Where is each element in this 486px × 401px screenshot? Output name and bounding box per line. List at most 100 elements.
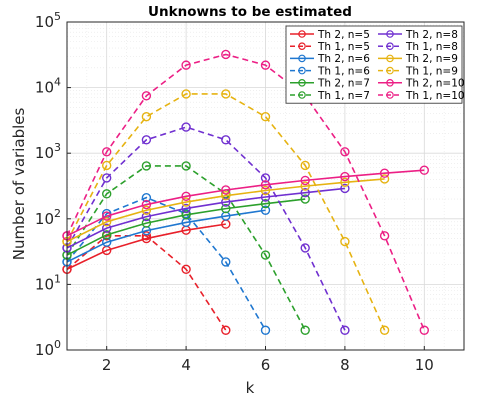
data-point bbox=[379, 231, 390, 241]
data-point bbox=[260, 185, 271, 196]
data-point bbox=[181, 122, 191, 132]
legend-label: Th 1, n=8 bbox=[405, 41, 458, 53]
data-point bbox=[141, 205, 152, 215]
data-point bbox=[300, 181, 310, 191]
data-point bbox=[181, 89, 191, 99]
legend-label: Th 1, n=9 bbox=[405, 65, 458, 77]
data-point bbox=[379, 174, 390, 184]
legend: Th 2, n=5Th 1, n=5Th 2, n=6Th 1, n=6Th 2… bbox=[285, 25, 465, 104]
legend-label: Th 2, n=10 bbox=[405, 78, 465, 90]
legend-swatch-marker bbox=[386, 79, 394, 87]
data-point bbox=[141, 211, 152, 222]
series-line bbox=[66, 53, 426, 331]
y-tick-label: 102 bbox=[35, 207, 61, 228]
data-point bbox=[221, 89, 231, 99]
data-point bbox=[101, 230, 112, 240]
legend-entry: Th 2, n=7 bbox=[290, 78, 370, 90]
legend-label: Th 2, n=8 bbox=[405, 29, 458, 41]
data-point bbox=[141, 192, 152, 203]
legend-entry: Th 1, n=8 bbox=[378, 41, 458, 53]
data-point bbox=[141, 91, 152, 101]
data-point bbox=[221, 257, 231, 267]
legend-box bbox=[285, 25, 463, 104]
legend-entry: Th 1, n=10 bbox=[378, 90, 465, 102]
legend-swatch-marker bbox=[298, 91, 306, 99]
legend-entry: Th 1, n=6 bbox=[290, 65, 370, 77]
series-line bbox=[66, 235, 227, 331]
legend-swatch-marker bbox=[386, 91, 394, 99]
y-tick-label: 100 bbox=[35, 338, 61, 359]
legend-swatch-marker bbox=[386, 66, 394, 75]
x-ticks: 2 4 6 8 10 bbox=[102, 346, 434, 374]
data-point bbox=[181, 210, 191, 220]
data-point bbox=[260, 325, 271, 335]
legend-entry: Th 2, n=8 bbox=[378, 29, 458, 41]
legend-label: Th 1, n=6 bbox=[317, 65, 370, 77]
legend-swatch-marker bbox=[298, 54, 306, 63]
data-point bbox=[141, 199, 152, 210]
x-tick-label: 10 bbox=[415, 356, 434, 374]
data-point bbox=[221, 185, 231, 195]
data-point bbox=[101, 147, 112, 157]
data-point bbox=[221, 49, 231, 60]
data-point bbox=[340, 325, 350, 335]
legend-entry: Th 2, n=9 bbox=[378, 53, 458, 65]
y-tick-label: 105 bbox=[35, 10, 61, 31]
data-point bbox=[101, 173, 112, 183]
data-point bbox=[181, 264, 191, 274]
series-layer bbox=[62, 49, 429, 335]
series-10 bbox=[62, 89, 390, 335]
data-point bbox=[141, 112, 152, 122]
data-point bbox=[181, 197, 191, 207]
data-point bbox=[260, 250, 271, 260]
data-point bbox=[141, 218, 152, 228]
data-point bbox=[300, 243, 310, 253]
series-line bbox=[66, 209, 266, 263]
x-tick-label: 6 bbox=[261, 356, 271, 374]
data-point bbox=[221, 190, 231, 201]
series-line bbox=[66, 178, 385, 243]
data-point bbox=[221, 325, 231, 335]
data-point bbox=[181, 60, 191, 70]
chart-title: Unknowns to be estimated bbox=[148, 4, 352, 20]
data-point bbox=[300, 187, 310, 198]
data-point bbox=[340, 171, 350, 182]
legend-entry: Th 1, n=9 bbox=[378, 65, 458, 77]
legend-entry: Th 2, n=10 bbox=[378, 78, 465, 90]
data-point bbox=[221, 197, 231, 207]
y-tick-label: 101 bbox=[35, 272, 61, 293]
data-point bbox=[340, 183, 350, 194]
series-line bbox=[66, 126, 346, 331]
data-point bbox=[300, 325, 310, 335]
legend-label: Th 2, n=9 bbox=[405, 53, 458, 65]
x-tick-label: 8 bbox=[340, 356, 350, 374]
data-point bbox=[101, 217, 112, 227]
data-point bbox=[221, 135, 231, 145]
data-point bbox=[141, 135, 152, 145]
data-point bbox=[340, 236, 350, 247]
legend-label: Th 1, n=10 bbox=[405, 90, 465, 102]
legend-swatch-marker bbox=[386, 30, 394, 38]
series-line bbox=[66, 198, 306, 256]
data-point bbox=[101, 223, 112, 233]
data-point bbox=[260, 192, 271, 202]
data-point bbox=[300, 194, 310, 204]
data-point bbox=[379, 325, 390, 335]
data-point bbox=[260, 180, 271, 190]
series-line bbox=[66, 196, 267, 331]
legend-label: Th 1, n=5 bbox=[317, 41, 370, 53]
data-point bbox=[419, 325, 429, 335]
legend-label: Th 2, n=5 bbox=[317, 29, 370, 41]
legend-swatch-marker bbox=[298, 42, 306, 51]
data-point bbox=[181, 203, 191, 214]
series-line bbox=[66, 187, 345, 249]
series-line bbox=[66, 169, 425, 237]
series-line bbox=[66, 93, 386, 331]
legend-label: Th 2, n=7 bbox=[317, 78, 370, 90]
data-point bbox=[419, 165, 429, 175]
x-tick-label: 2 bbox=[102, 356, 112, 374]
data-point bbox=[101, 211, 112, 221]
data-point bbox=[340, 147, 350, 157]
data-point bbox=[379, 168, 390, 178]
